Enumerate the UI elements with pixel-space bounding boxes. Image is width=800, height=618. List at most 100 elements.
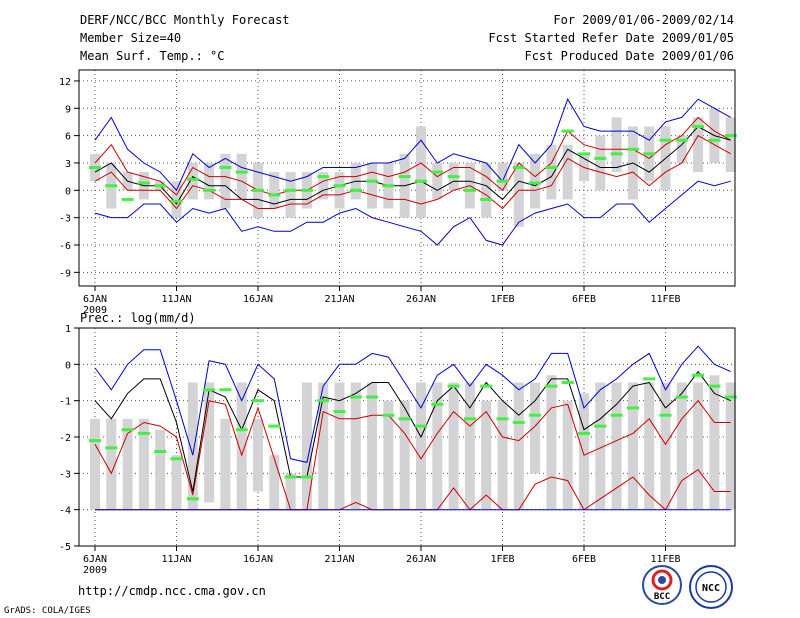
mean-marker <box>268 193 281 197</box>
box-bar <box>660 382 671 510</box>
mean-marker <box>89 166 101 170</box>
footer-credit: GrADS: COLA/IGES <box>4 606 91 616</box>
box-bar <box>595 382 606 510</box>
box-bar <box>546 144 557 200</box>
box-bar <box>611 117 622 173</box>
series-line-max <box>94 98 731 192</box>
footer-url[interactable]: http://cmdp.ncc.cma.gov.cn <box>78 584 266 598</box>
y-tick-label: 0 <box>65 360 71 371</box>
mean-marker <box>284 475 297 479</box>
mean-marker <box>398 417 411 421</box>
box-bar <box>448 382 459 510</box>
mean-marker <box>203 388 216 392</box>
box-bar <box>138 418 149 510</box>
precipitation-panel: 1 0 -1 -2 -3 -4 -5 6JAN 11JAN 16JAN 21JAN 26JAN 1FEB… <box>59 324 737 576</box>
mean-marker <box>545 384 558 388</box>
box-bar <box>725 382 736 510</box>
plot-frame <box>78 327 736 547</box>
box-bar <box>334 382 345 510</box>
box-bar <box>676 382 687 510</box>
box-bar <box>187 162 198 200</box>
box-bar <box>171 181 182 218</box>
mean-marker <box>447 384 460 388</box>
box-bar <box>220 153 231 209</box>
mean-marker <box>121 197 134 201</box>
box-bar <box>90 418 100 510</box>
box-bar <box>367 162 378 209</box>
mean-marker <box>512 420 525 424</box>
x-tick-label: 26JAN <box>406 294 436 305</box>
mean-marker <box>561 129 574 133</box>
bcc-logo: BCC <box>642 565 682 605</box>
x-tick-label: 16JAN <box>243 294 273 305</box>
mean-marker <box>659 413 672 417</box>
mean-marker <box>626 147 639 151</box>
header-produced-date: Fcst Produced Date 2009/01/06 <box>524 49 734 63</box>
mean-marker <box>170 457 183 461</box>
mean-marker <box>463 188 476 192</box>
box-bar <box>253 418 263 492</box>
mean-marker <box>349 188 362 192</box>
box-bar <box>301 382 312 510</box>
mean-marker <box>105 184 118 188</box>
mean-marker <box>512 166 525 170</box>
mean-marker <box>529 413 542 417</box>
mean-marker <box>105 446 118 450</box>
mean-marker <box>121 428 134 432</box>
x-tick-label: 1FEB <box>490 294 514 305</box>
box-bar <box>513 162 524 227</box>
box-bar <box>236 153 247 200</box>
mean-marker <box>643 152 656 156</box>
mean-marker <box>415 424 427 428</box>
mean-marker <box>268 424 281 428</box>
box-bar <box>187 382 198 510</box>
header-period: For 2009/01/06-2009/02/14 <box>553 13 734 27</box>
mean-marker <box>610 413 623 417</box>
box-bar <box>285 172 296 218</box>
x-year-label: 2009 <box>83 565 107 576</box>
mean-marker <box>235 428 248 432</box>
box-bar <box>399 400 410 510</box>
mean-marker <box>366 395 379 399</box>
box-bar <box>367 382 378 510</box>
ncc-logo-text: NCC <box>702 583 720 594</box>
ncc-logo: NCC <box>689 565 733 609</box>
x-tick-label: 26JAN <box>406 554 436 565</box>
box-bar <box>497 162 508 191</box>
mean-marker <box>137 181 150 185</box>
x-tick-label: 6FEB <box>572 554 596 565</box>
box-bar <box>676 135 687 163</box>
box-bar <box>595 135 606 191</box>
mean-marker <box>447 175 460 179</box>
mean-marker <box>382 413 395 417</box>
mean-marker <box>594 424 607 428</box>
box-bar <box>236 382 247 510</box>
mean-marker <box>724 395 737 399</box>
box-bar <box>693 382 704 510</box>
mean-marker <box>186 497 199 501</box>
precip-title: Prec.: log(mm/d) <box>80 311 196 325</box>
header-title: DERF/NCC/BCC Monthly Forecast <box>80 13 290 27</box>
mean-marker <box>203 188 216 192</box>
box-bar <box>530 382 541 474</box>
series-line-p90 <box>94 399 731 511</box>
y-tick-label: -1 <box>59 397 71 408</box>
mean-marker <box>333 410 346 414</box>
mean-marker <box>89 439 101 443</box>
mean-marker <box>496 179 509 183</box>
x-tick-label: 16JAN <box>243 554 273 565</box>
box-bar <box>464 382 475 510</box>
mean-marker <box>219 166 232 170</box>
box-bar <box>318 382 329 510</box>
series-line-p10 <box>94 134 731 210</box>
y-tick-label: 0 <box>65 186 71 197</box>
y-tick-label: -3 <box>59 469 71 480</box>
mean-marker <box>317 175 330 179</box>
box-bar <box>285 473 296 510</box>
series-line-median <box>94 370 731 492</box>
x-tick-label: 1FEB <box>490 554 514 565</box>
mean-marker <box>692 125 705 129</box>
box-bar <box>530 153 541 209</box>
mean-marker <box>659 138 672 142</box>
